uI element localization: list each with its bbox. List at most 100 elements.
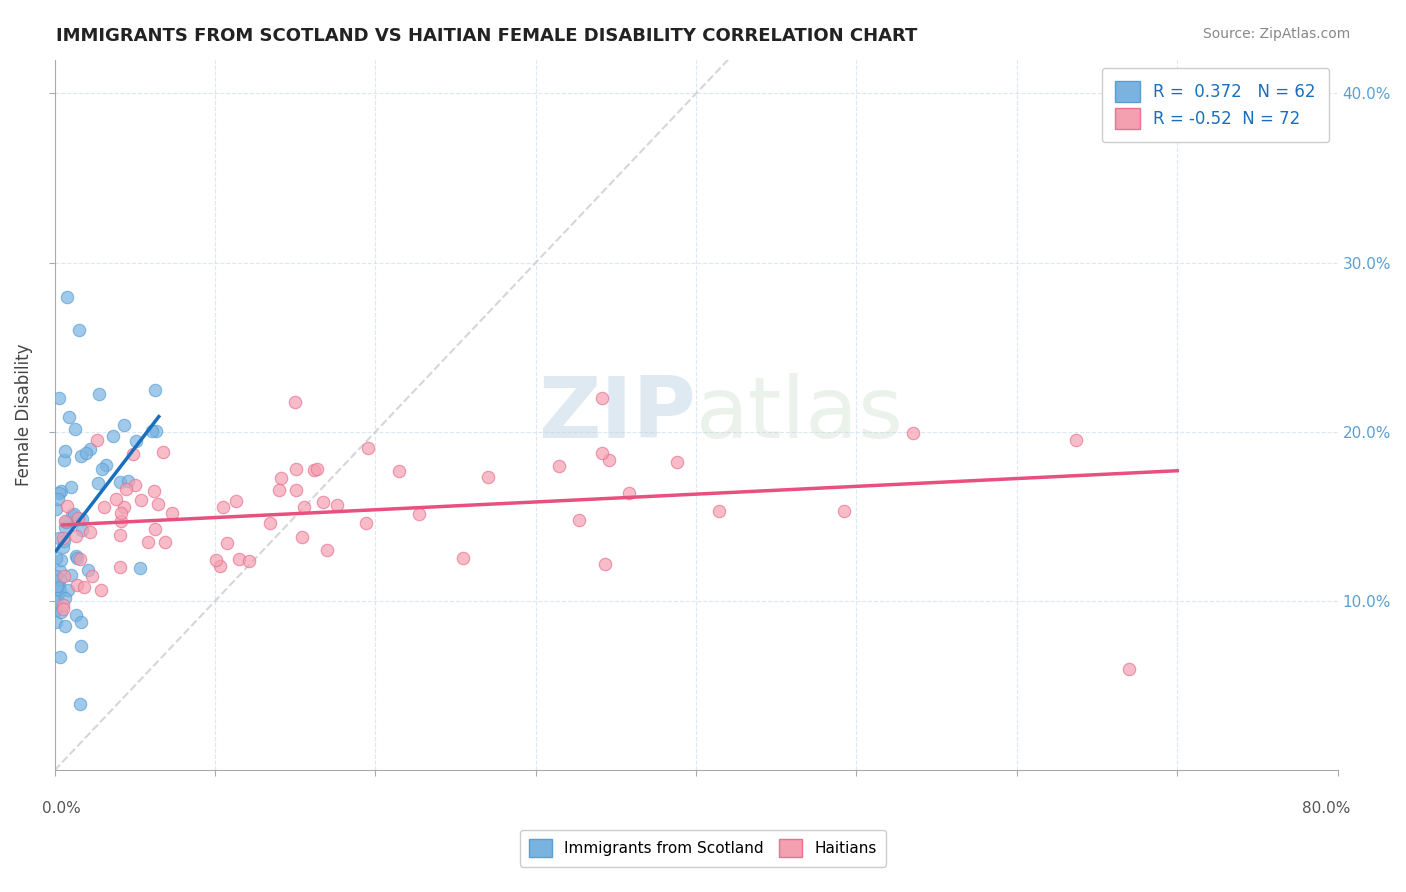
Point [53, 514, 76, 528]
Point [76, 563, 98, 577]
Point [292, 500, 315, 514]
Point [72, 580, 94, 594]
Point [354, 516, 377, 530]
Point [568, 513, 591, 527]
Point [63, 508, 86, 522]
Point [52, 568, 75, 582]
Point [56, 583, 79, 598]
Point [45, 603, 67, 617]
Point [453, 550, 475, 565]
Point [86, 475, 108, 490]
Point [49, 564, 72, 578]
Point [225, 494, 247, 508]
Point [94, 458, 117, 472]
Legend: R =  0.372   N = 62, R = -0.52  N = 72: R = 0.372 N = 62, R = -0.52 N = 72 [1102, 68, 1329, 142]
Point [70, 449, 93, 463]
Point [51, 602, 73, 616]
Point [60, 508, 83, 523]
Point [302, 463, 325, 477]
Point [284, 395, 307, 409]
Point [357, 441, 380, 455]
Point [315, 542, 337, 557]
Point [160, 507, 183, 521]
Point [124, 434, 146, 448]
Point [112, 500, 135, 514]
Point [49, 552, 72, 566]
Point [217, 536, 239, 550]
Point [152, 444, 174, 458]
Point [115, 482, 138, 496]
Point [129, 492, 152, 507]
Point [49, 583, 72, 598]
Point [143, 522, 166, 536]
Point [284, 462, 307, 476]
Point [59, 480, 82, 494]
Point [665, 455, 688, 469]
Point [146, 497, 169, 511]
Point [51, 483, 73, 498]
Point [145, 384, 167, 398]
Text: ZIP: ZIP [538, 374, 696, 457]
Point [141, 424, 163, 438]
Point [48, 531, 70, 545]
Point [238, 554, 260, 568]
Point [45, 551, 67, 566]
Point [48, 485, 70, 500]
Legend: Immigrants from Scotland, Haitians: Immigrants from Scotland, Haitians [520, 830, 886, 866]
Point [832, 503, 855, 517]
Point [48, 579, 70, 593]
Point [69, 552, 91, 566]
Point [408, 508, 430, 522]
Point [56, 289, 79, 303]
Point [270, 471, 292, 485]
Text: atlas: atlas [696, 374, 904, 457]
Point [46, 579, 69, 593]
Point [52, 534, 75, 549]
Point [67, 323, 90, 337]
Point [65, 607, 87, 622]
Point [49, 572, 72, 586]
Point [45, 502, 67, 516]
Point [1064, 433, 1087, 447]
Point [66, 578, 89, 592]
Point [45, 568, 67, 582]
Point [55, 515, 77, 529]
Point [90, 582, 112, 597]
Point [53, 520, 76, 534]
Point [143, 484, 166, 499]
Point [388, 464, 411, 478]
Point [79, 524, 101, 539]
Point [46, 492, 69, 507]
Point [110, 560, 132, 574]
Point [291, 530, 314, 544]
Point [707, 503, 730, 517]
Point [110, 506, 132, 520]
Point [53, 444, 76, 458]
Point [101, 428, 124, 442]
Text: Source: ZipAtlas.com: Source: ZipAtlas.com [1202, 27, 1350, 41]
Point [110, 514, 132, 528]
Point [49, 650, 72, 665]
Point [87, 387, 110, 401]
Point [75, 446, 97, 460]
Point [65, 549, 87, 564]
Y-axis label: Female Disability: Female Disability [15, 343, 32, 486]
Text: 80.0%: 80.0% [1302, 801, 1351, 816]
Point [82, 568, 104, 582]
Point [153, 534, 176, 549]
Point [326, 499, 349, 513]
Point [91, 462, 114, 476]
Point [591, 446, 613, 460]
Point [108, 527, 131, 541]
Point [619, 486, 641, 500]
Point [285, 483, 308, 498]
Point [53, 453, 76, 467]
Point [901, 426, 924, 441]
Point [52, 541, 75, 555]
Point [93, 500, 115, 514]
Point [312, 495, 335, 509]
Point [145, 424, 167, 438]
Point [46, 591, 69, 605]
Point [1118, 662, 1140, 676]
Point [70, 523, 93, 537]
